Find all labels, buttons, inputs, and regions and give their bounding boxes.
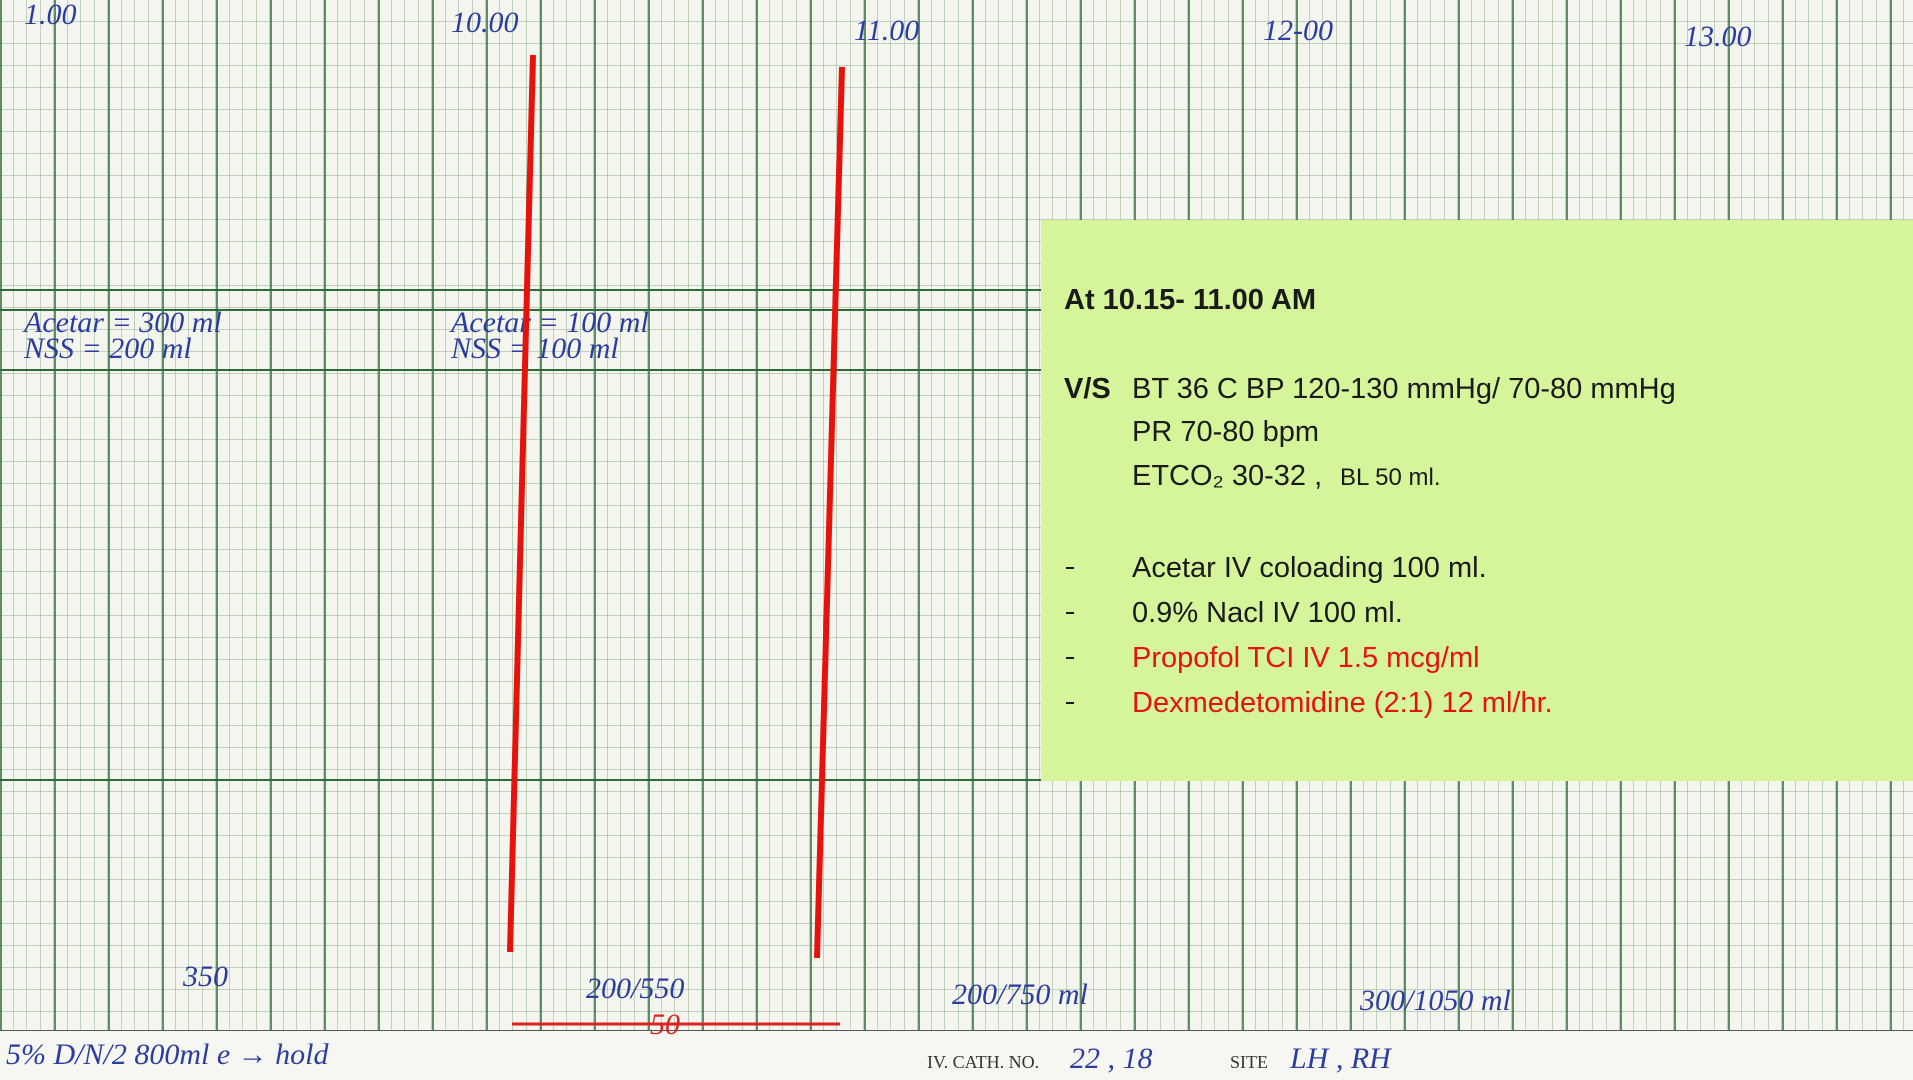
total-label: 300/1050 ml [1359, 984, 1511, 1017]
cath-value: 22 , 18 [1070, 1042, 1153, 1075]
interval-label: 50 [650, 1008, 680, 1041]
time-label: 1.00 [24, 0, 77, 31]
record-photo: 1.00 10.00 11.00 12-00 13.00 Acetar = 30… [0, 0, 1913, 1080]
vs-label: V/S [1064, 373, 1111, 405]
time-label: 13.00 [1684, 20, 1752, 53]
vs-line: BT 36 C BP 120-130 mmHg/ 70-80 mmHg [1132, 373, 1676, 405]
total-label: 200/550 [586, 972, 684, 1005]
time-label: 11.00 [854, 14, 919, 47]
bl-line: BL 50 ml. [1340, 464, 1441, 491]
etco-line: ETCO₂ 30-32 , [1132, 460, 1322, 492]
note-item: Dexmedetomidine (2:1) 12 ml/hr. [1132, 687, 1553, 719]
time-label: 12-00 [1263, 14, 1333, 47]
pr-line: PR 70-80 bpm [1132, 416, 1319, 448]
fluid-label: NSS = 100 ml [450, 332, 619, 365]
fluid-label: NSS = 200 ml [23, 332, 192, 365]
cath-label: IV. CATH. NO. [927, 1052, 1039, 1072]
note-item: Propofol TCI IV 1.5 mcg/ml [1132, 642, 1480, 674]
site-value: LH , RH [1289, 1042, 1393, 1075]
bottom-note: 5% D/N/2 800ml e → hold [6, 1038, 329, 1071]
site-label: SITE [1230, 1052, 1268, 1072]
page: 1.00 10.00 11.00 12-00 13.00 Acetar = 30… [0, 0, 1913, 1080]
note-heading: At 10.15- 11.00 AM [1064, 284, 1316, 316]
time-label: 10.00 [451, 6, 519, 39]
note-item: 0.9% Nacl IV 100 ml. [1132, 597, 1403, 629]
note-box: At 10.15- 11.00 AM V/S BT 36 C BP 120-13… [1041, 220, 1913, 781]
total-label: 350 [182, 960, 228, 993]
note-item: Acetar IV coloading 100 ml. [1132, 552, 1487, 584]
total-label: 200/750 ml [952, 978, 1088, 1011]
